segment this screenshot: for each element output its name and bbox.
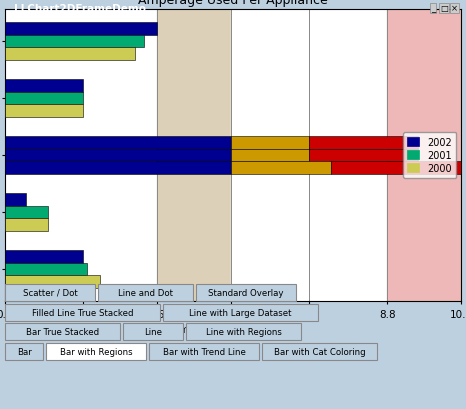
Bar <box>5 105 83 117</box>
Bar <box>5 80 83 92</box>
Bar <box>309 149 418 162</box>
Bar <box>5 36 144 48</box>
Bar <box>5 48 135 61</box>
Text: Line with Regions: Line with Regions <box>206 327 281 336</box>
Bar <box>5 10 157 301</box>
Bar <box>5 206 48 219</box>
Bar <box>5 323 120 340</box>
Text: Bar with Regions: Bar with Regions <box>60 347 132 356</box>
X-axis label: Amps on 120 Volt Line: Amps on 120 Volt Line <box>171 324 295 335</box>
Bar <box>5 219 48 231</box>
Bar <box>5 263 87 276</box>
Bar <box>123 323 183 340</box>
Text: Line and Dot: Line and Dot <box>118 288 173 297</box>
Bar <box>309 137 418 149</box>
Text: Bar True Stacked: Bar True Stacked <box>26 327 99 336</box>
Bar <box>163 304 318 321</box>
Bar <box>46 343 146 360</box>
Text: Scatter / Dot: Scatter / Dot <box>23 288 77 297</box>
Bar <box>5 92 83 105</box>
Text: Bar with Trend Line: Bar with Trend Line <box>163 347 246 356</box>
Bar <box>331 162 461 174</box>
Bar <box>231 149 309 162</box>
Bar <box>231 162 331 174</box>
Bar <box>149 343 259 360</box>
Bar <box>5 304 160 321</box>
Bar <box>5 149 231 162</box>
Bar <box>231 10 309 301</box>
Bar <box>5 343 43 360</box>
Bar <box>5 194 27 206</box>
Bar <box>5 276 100 288</box>
Text: LLChart2DFrameDemo: LLChart2DFrameDemo <box>14 4 146 14</box>
Bar <box>5 284 95 301</box>
Title: Amperage Used Per Appliance: Amperage Used Per Appliance <box>138 0 328 7</box>
Bar <box>5 162 231 174</box>
Text: Line with Large Dataset: Line with Large Dataset <box>189 308 292 317</box>
Text: Bar with Cat Coloring: Bar with Cat Coloring <box>274 347 365 356</box>
Bar <box>186 323 301 340</box>
Bar <box>387 10 461 301</box>
Text: Filled Line True Stacked: Filled Line True Stacked <box>32 308 133 317</box>
Bar <box>98 284 193 301</box>
Bar <box>5 23 157 36</box>
Bar <box>5 137 231 149</box>
Bar <box>157 10 231 301</box>
Bar <box>196 284 296 301</box>
Bar <box>262 343 377 360</box>
Text: _: _ <box>431 4 436 13</box>
Bar <box>5 251 83 263</box>
Bar <box>309 10 387 301</box>
Text: Bar: Bar <box>17 347 31 356</box>
Bar <box>231 137 309 149</box>
Text: ×: × <box>451 4 459 13</box>
Legend: 2002, 2001, 2000: 2002, 2001, 2000 <box>403 133 457 178</box>
Text: Standard Overlay: Standard Overlay <box>208 288 284 297</box>
Text: □: □ <box>440 4 448 13</box>
Text: Line: Line <box>144 327 162 336</box>
